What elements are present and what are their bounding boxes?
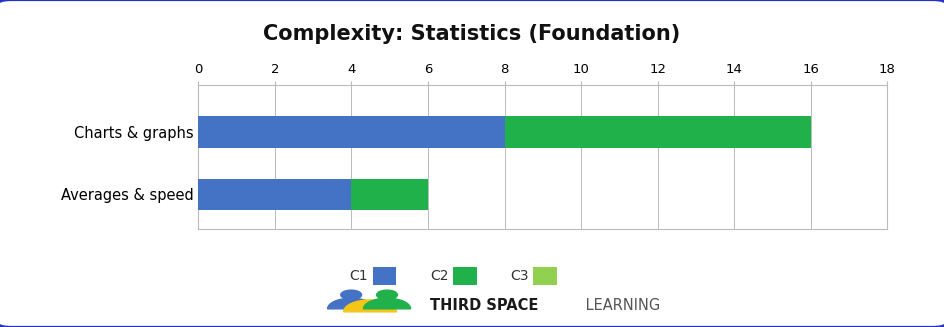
Circle shape bbox=[377, 290, 397, 300]
Text: C2: C2 bbox=[430, 269, 448, 283]
Bar bbox=[504, 116, 811, 147]
Text: LEARNING: LEARNING bbox=[581, 298, 660, 313]
Wedge shape bbox=[344, 300, 396, 312]
Wedge shape bbox=[328, 298, 375, 309]
Bar bbox=[198, 179, 351, 210]
Text: C3: C3 bbox=[510, 269, 529, 283]
Circle shape bbox=[341, 290, 362, 300]
Wedge shape bbox=[363, 298, 411, 309]
Text: THIRD SPACE: THIRD SPACE bbox=[430, 298, 538, 313]
Bar bbox=[198, 116, 504, 147]
Text: Complexity: Statistics (Foundation): Complexity: Statistics (Foundation) bbox=[263, 24, 681, 44]
Bar bbox=[351, 179, 428, 210]
Text: C1: C1 bbox=[349, 269, 368, 283]
